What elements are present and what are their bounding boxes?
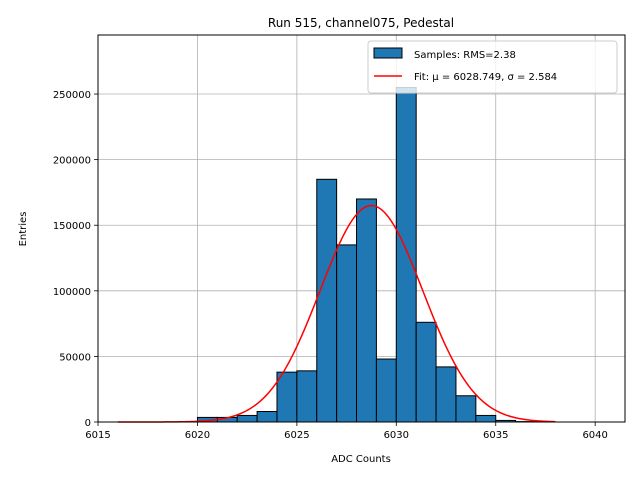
x-axis-label: ADC Counts — [331, 454, 391, 465]
x-tick-label: 6015 — [85, 430, 110, 441]
legend-box — [367, 40, 618, 94]
histogram-bar — [276, 371, 298, 423]
legend-fit-label: Fit: μ = 6028.749, σ = 2.584 — [414, 72, 557, 83]
legend-samples-swatch — [373, 47, 403, 59]
histogram-bar — [296, 370, 318, 423]
histogram-bar — [316, 178, 338, 423]
histogram-bar — [455, 395, 477, 423]
legend-fit-separator: , — [501, 72, 507, 83]
y-tick-label: 150000 — [53, 221, 91, 232]
y-axis-ticks: 0 50000 100000 150000 200000 250000 — [53, 90, 98, 429]
histogram-bar — [256, 411, 278, 423]
x-tick-label: 6030 — [384, 430, 409, 441]
histogram-bars — [196, 86, 537, 423]
y-tick-label: 50000 — [59, 352, 91, 363]
histogram-bar — [475, 414, 497, 423]
histogram-bar — [336, 244, 358, 423]
y-tick-label: 100000 — [53, 287, 91, 298]
legend-fit-prefix: Fit: — [414, 72, 432, 83]
x-tick-label: 6040 — [582, 430, 607, 441]
histogram-bar — [236, 414, 258, 423]
histogram-bar — [356, 198, 377, 423]
legend-fit-sigma: σ = 2.584 — [507, 72, 557, 83]
legend-samples-label: Samples: RMS=2.38 — [414, 50, 516, 61]
y-tick-label: 250000 — [53, 90, 91, 101]
histogram-bar — [395, 86, 417, 423]
histogram-bar — [435, 366, 457, 423]
chart-title: Run 515, channel075, Pedestal — [268, 16, 454, 30]
histogram-bar — [375, 358, 397, 423]
legend: Samples: RMS=2.38 Fit: μ = 6028.749, σ =… — [367, 40, 618, 94]
histogram-bar — [415, 321, 437, 423]
y-tick-label: 200000 — [53, 156, 91, 167]
plot-frame — [97, 34, 626, 423]
x-tick-label: 6025 — [284, 430, 309, 441]
x-tick-label: 6020 — [185, 430, 210, 441]
x-tick-label: 6035 — [483, 430, 508, 441]
y-tick-label: 0 — [85, 418, 91, 429]
x-axis-ticks: 6015 6020 6025 6030 6035 6040 — [85, 422, 608, 441]
y-axis-label: Entries — [18, 212, 29, 247]
legend-fit-mu: μ = 6028.749 — [432, 72, 501, 83]
